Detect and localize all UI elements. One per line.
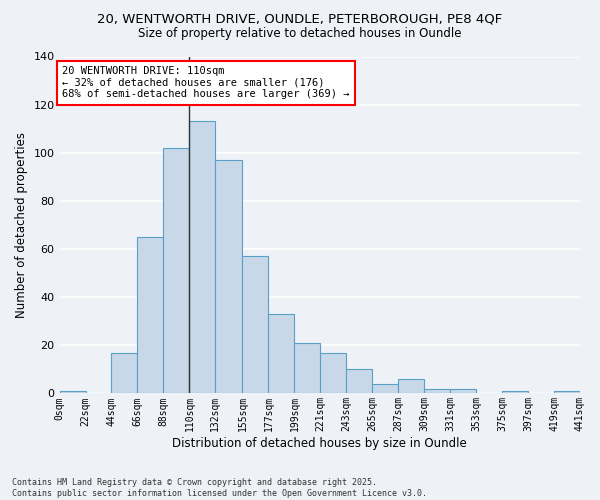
- Bar: [502, 391, 528, 394]
- Text: 20, WENTWORTH DRIVE, OUNDLE, PETERBOROUGH, PE8 4QF: 20, WENTWORTH DRIVE, OUNDLE, PETERBOROUG…: [97, 12, 503, 26]
- Bar: [450, 388, 476, 394]
- Bar: [163, 148, 190, 394]
- Bar: [59, 391, 86, 394]
- Text: Size of property relative to detached houses in Oundle: Size of property relative to detached ho…: [138, 28, 462, 40]
- Text: 20 WENTWORTH DRIVE: 110sqm
← 32% of detached houses are smaller (176)
68% of sem: 20 WENTWORTH DRIVE: 110sqm ← 32% of deta…: [62, 66, 349, 100]
- Bar: [190, 122, 215, 394]
- Bar: [398, 379, 424, 394]
- Text: Contains HM Land Registry data © Crown copyright and database right 2025.
Contai: Contains HM Land Registry data © Crown c…: [12, 478, 427, 498]
- Bar: [346, 370, 372, 394]
- Bar: [424, 388, 450, 394]
- Y-axis label: Number of detached properties: Number of detached properties: [15, 132, 28, 318]
- Bar: [215, 160, 242, 394]
- Bar: [242, 256, 268, 394]
- Bar: [372, 384, 398, 394]
- Bar: [112, 352, 137, 394]
- Bar: [268, 314, 295, 394]
- Bar: [554, 391, 580, 394]
- Bar: [295, 343, 320, 394]
- Bar: [137, 237, 163, 394]
- Bar: [320, 352, 346, 394]
- X-axis label: Distribution of detached houses by size in Oundle: Distribution of detached houses by size …: [172, 437, 467, 450]
